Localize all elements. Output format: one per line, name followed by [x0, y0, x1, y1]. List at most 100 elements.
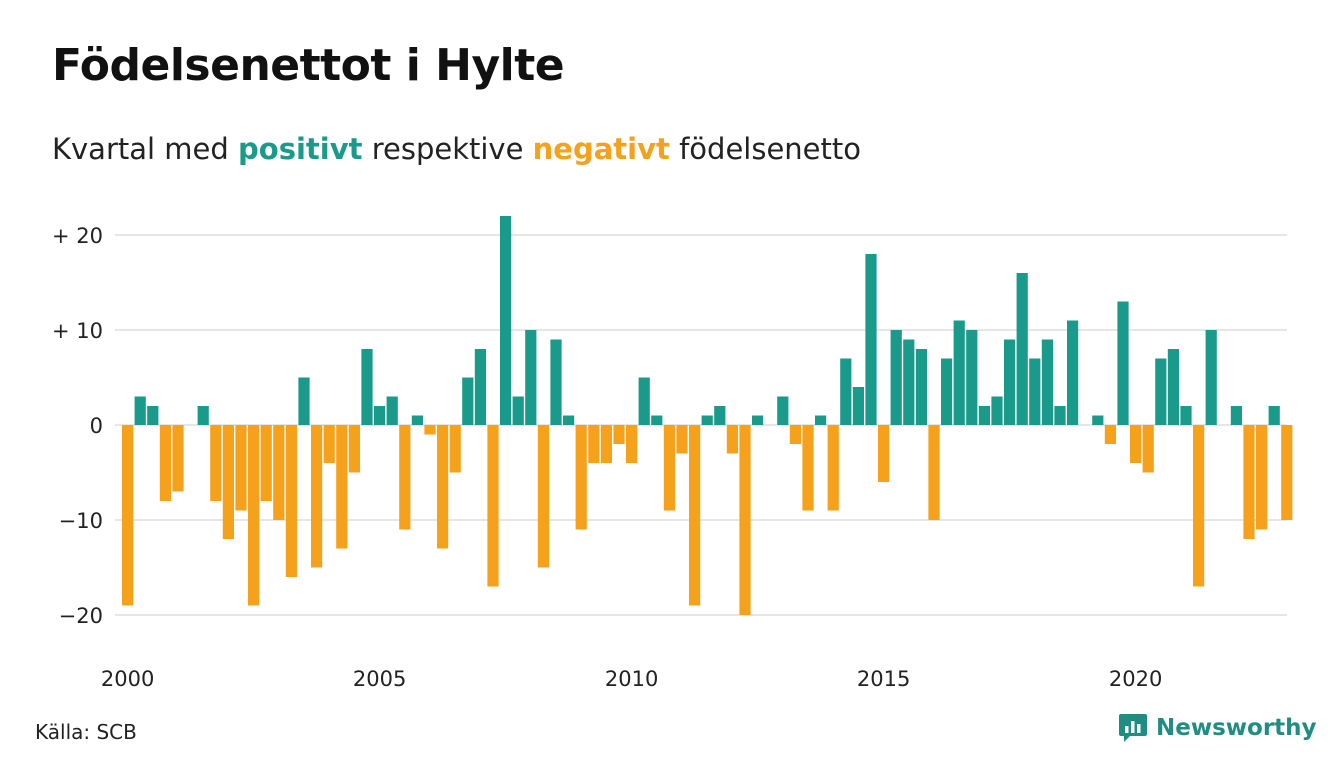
chart-bar — [588, 425, 600, 463]
chart-bar — [1092, 415, 1104, 425]
chart-bar — [449, 425, 461, 473]
chart-bar — [1205, 330, 1217, 425]
chart-bar — [1268, 406, 1280, 425]
chart-bar — [991, 396, 1003, 425]
chart-bar — [260, 425, 272, 501]
chart-bar — [222, 425, 234, 539]
y-tick-label: −20 — [59, 604, 103, 628]
chart-bar — [525, 330, 537, 425]
x-tick-label: 2000 — [101, 667, 154, 691]
chart-bar — [789, 425, 801, 444]
chart-bar — [361, 349, 373, 425]
chart-bar — [1167, 349, 1179, 425]
chart-bar — [941, 358, 953, 425]
chart-bar — [953, 320, 965, 425]
chart-bar — [399, 425, 411, 530]
chart-bar — [726, 425, 738, 454]
chart-bar — [840, 358, 852, 425]
chart-bar — [537, 425, 549, 568]
chart-bar — [878, 425, 890, 482]
chart-bar — [1193, 425, 1205, 587]
chart-bar — [1243, 425, 1255, 539]
subtitle-positive: positivt — [238, 132, 363, 166]
source-note: Källa: SCB — [35, 720, 137, 744]
chart-bar — [777, 396, 789, 425]
subtitle-negative: negativt — [532, 132, 670, 166]
chart-bar — [311, 425, 323, 568]
chart-bar — [815, 415, 827, 425]
chart-bar — [336, 425, 348, 549]
y-tick-label: 0 — [90, 414, 103, 438]
chart-bar — [1004, 339, 1016, 425]
chart-bar — [1130, 425, 1142, 463]
chart-bar — [134, 396, 146, 425]
chart-bar — [663, 425, 675, 511]
chart-bar — [235, 425, 247, 511]
y-tick-label: + 10 — [52, 319, 103, 343]
chart-bar — [701, 415, 713, 425]
chart-bar — [966, 330, 978, 425]
chart-bar — [500, 216, 512, 425]
chart-bar — [865, 254, 877, 425]
chart-bar — [575, 425, 587, 530]
chart-subtitle: Kvartal med positivt respektive negativt… — [52, 132, 861, 166]
chart-bar — [1067, 320, 1079, 425]
chart-bar — [474, 349, 486, 425]
chart-bar — [273, 425, 285, 520]
chart-bar — [386, 396, 398, 425]
chart-bar — [122, 425, 134, 606]
chart-bar — [563, 415, 575, 425]
chart-bar — [676, 425, 688, 454]
chart-bar — [638, 377, 650, 425]
chart-bar — [651, 415, 663, 425]
chart-bar — [827, 425, 839, 511]
subtitle-middle: respektive — [362, 132, 533, 166]
chart-bar — [248, 425, 260, 606]
x-tick-label: 2020 — [1109, 667, 1162, 691]
x-tick-label: 2015 — [857, 667, 910, 691]
chart-bar — [1142, 425, 1154, 473]
chart-bar — [298, 377, 310, 425]
chart-bar — [197, 406, 209, 425]
chart-bar — [1041, 339, 1053, 425]
chart-bar — [172, 425, 184, 492]
chart-title: Födelsenettot i Hylte — [52, 40, 565, 91]
chart-bar — [613, 425, 625, 444]
chart-bar — [890, 330, 902, 425]
chart-bar — [411, 415, 423, 425]
chart-bar — [487, 425, 499, 587]
chart-bar — [978, 406, 990, 425]
chart-bar — [550, 339, 562, 425]
brand-logo[interactable]: Newsworthy — [1118, 712, 1317, 744]
chart-bar — [147, 406, 159, 425]
chart-bar — [1117, 301, 1129, 425]
y-tick-label: −10 — [59, 509, 103, 533]
chart-bar — [1016, 273, 1028, 425]
chart-bar — [928, 425, 940, 520]
x-tick-label: 2005 — [353, 667, 406, 691]
chart-bar — [626, 425, 638, 463]
y-tick-label: + 20 — [52, 224, 103, 248]
chart-bar — [739, 425, 751, 615]
chart-bar — [512, 396, 524, 425]
chart-bar — [689, 425, 701, 606]
chart-bar — [424, 425, 436, 435]
chart-bar — [1230, 406, 1242, 425]
chart-bar — [159, 425, 171, 501]
chart-bar — [1104, 425, 1116, 444]
chart-bar — [348, 425, 360, 473]
chart-bar — [915, 349, 927, 425]
chart-bar — [802, 425, 814, 511]
bar-chart-logo-icon — [1119, 714, 1147, 742]
brand-name: Newsworthy — [1156, 715, 1317, 741]
chart-bar — [714, 406, 726, 425]
chart-bar — [462, 377, 474, 425]
chart-bar — [285, 425, 297, 577]
chart-bar — [1281, 425, 1293, 520]
chart-bar — [1029, 358, 1041, 425]
chart-bar — [600, 425, 612, 463]
chart-bar — [437, 425, 449, 549]
chart-bar — [752, 415, 764, 425]
chart-bar — [323, 425, 335, 463]
